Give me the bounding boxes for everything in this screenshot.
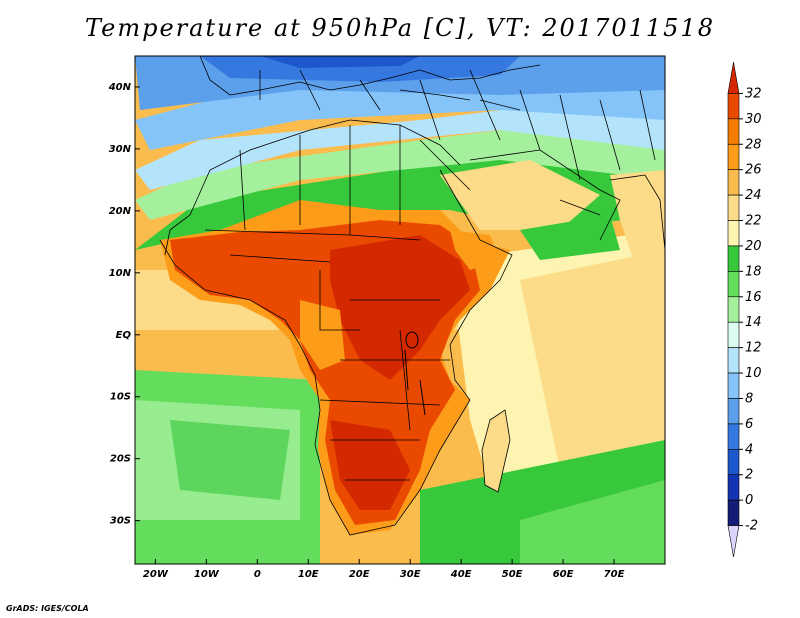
colorbar-swatch [727, 220, 740, 247]
colorbar-level-label: 10 [745, 366, 762, 381]
map-frame [134, 55, 666, 565]
lat-tick-label: EQ [116, 330, 132, 341]
north-band-2 [200, 56, 520, 82]
colorbar-swatch [727, 499, 740, 526]
south-indian-light [520, 480, 665, 564]
colorbar-level-label: 0 [745, 493, 753, 508]
south-atlantic-green [170, 420, 290, 500]
colorbar-level-label: 6 [745, 417, 753, 432]
colorbar-swatch [727, 321, 740, 348]
colorbar-swatch [727, 398, 740, 425]
indian-ocean-band [520, 250, 665, 470]
lat-tick-label: 10S [110, 392, 131, 403]
congo-basin-warm [300, 300, 345, 370]
colorbar-swatch [727, 474, 740, 501]
colorbar-level-label: 32 [745, 86, 762, 101]
arabia-warm [440, 160, 600, 230]
colorbar-level-label: 12 [745, 341, 762, 356]
lon-tick-label: 70E [604, 569, 625, 580]
lon-tick-label: 30E [400, 569, 421, 580]
east-africa-highlands [450, 230, 500, 270]
colorbar-level-label: 4 [745, 442, 753, 457]
arabian-sea-green [520, 215, 620, 260]
lat-tick-label: 20N [109, 206, 132, 217]
colorbar-level-label: 14 [745, 315, 762, 330]
colorbar-swatch [727, 194, 740, 221]
colorbar-swatch [727, 245, 740, 272]
colorbar-swatch [727, 372, 740, 399]
colorbar-swatch [727, 143, 740, 170]
colorbar-swatch [727, 347, 740, 374]
colorbar-swatch [727, 61, 740, 94]
colorbar-swatch [727, 169, 740, 196]
lat-tick-label: 20S [110, 454, 131, 465]
colorbar-level-label: 28 [745, 137, 762, 152]
colorbar-level-label: 2 [745, 468, 753, 483]
lon-tick-label: 0 [254, 569, 261, 580]
colorbar-level-label: 8 [745, 391, 753, 406]
lon-tick-label: 20W [143, 569, 169, 580]
colorbar-swatch [727, 118, 740, 145]
colorbar-level-label: -2 [745, 519, 758, 534]
longitude-axis: 20W 10W 0 10E 20E 30E 40E 50E 60E 70E [143, 559, 625, 580]
lat-tick-label: 30S [110, 516, 131, 527]
coastlines-europe [199, 56, 541, 111]
latitude-axis: 40N 30N 20N 10N EQ 10S 20S 30S [108, 82, 140, 527]
map-title: Temperature at 950hPa [C], VT: 201701151… [85, 14, 715, 42]
grads-credit: GrADS: IGES/COLA [6, 604, 89, 613]
colorbar-level-label: 24 [745, 188, 762, 203]
colorbar-swatch [727, 296, 740, 323]
lat-tick-label: 40N [108, 82, 132, 93]
india-warm [610, 170, 665, 280]
colorbar-level-label: 22 [745, 214, 762, 229]
africa-hottest-core [330, 235, 470, 380]
lon-tick-label: 20E [349, 569, 370, 580]
colorbar-swatch [727, 449, 740, 476]
africa-south-core [330, 420, 410, 510]
colorbar-swatch [727, 423, 740, 450]
colorbar-level-label: 16 [745, 290, 762, 305]
great-lakes [404, 331, 426, 416]
colorbar-level-label: 30 [745, 112, 762, 127]
lon-tick-label: 10E [298, 569, 319, 580]
lat-tick-label: 30N [109, 144, 132, 155]
colorbar-swatch [727, 525, 740, 558]
colorbar-swatch [727, 93, 740, 120]
colorbar-swatch [727, 271, 740, 298]
madagascar [481, 409, 511, 493]
country-borders [159, 69, 665, 536]
colorbar-level-label: 18 [745, 264, 762, 279]
temperature-map [135, 56, 665, 564]
lon-tick-label: 40E [450, 569, 472, 580]
colorbar-level-label: 26 [745, 163, 762, 178]
colorbar-level-label: 20 [745, 239, 762, 254]
lat-tick-label: 10N [109, 268, 132, 279]
lon-tick-label: 50E [502, 569, 523, 580]
europe-cold [260, 56, 420, 68]
lon-tick-label: 60E [553, 569, 574, 580]
lon-tick-label: 10W [194, 569, 220, 580]
